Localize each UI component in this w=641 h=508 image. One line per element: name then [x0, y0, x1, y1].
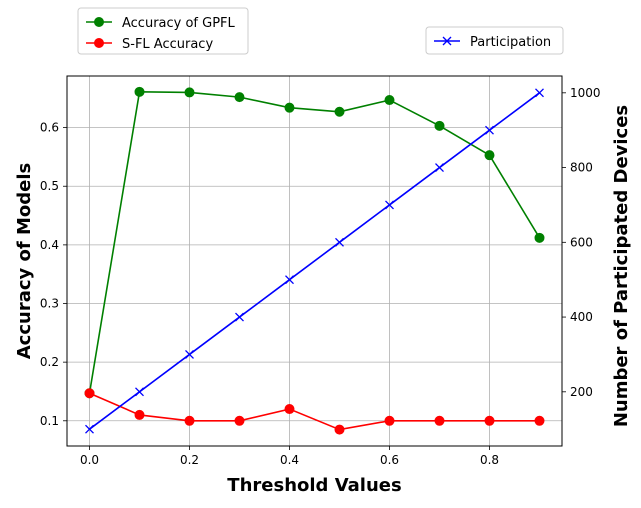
y-left-tick-label: 0.4 [40, 238, 59, 252]
x-marker-stroke [485, 125, 494, 135]
data-point-participation [185, 349, 194, 359]
x-marker-stroke [85, 424, 94, 434]
legend-marker [442, 36, 452, 46]
series-s-fl-accuracy [84, 388, 545, 435]
legend-right: Participation [425, 26, 564, 55]
series-accuracy-of-gpfl [84, 86, 545, 399]
data-point-s-fl-accuracy [334, 424, 345, 435]
y-right-tick-label: 400 [570, 310, 593, 324]
y-right-tick-label: 600 [570, 235, 593, 249]
legend-left: Accuracy of GPFL S-FL Accuracy [77, 7, 249, 55]
data-point-participation [285, 275, 294, 285]
data-point-accuracy-of-gpfl [484, 150, 495, 161]
data-point-s-fl-accuracy [534, 415, 545, 426]
x-axis-title: Threshold Values [227, 475, 401, 496]
x-marker-stroke [442, 36, 452, 46]
data-point-participation [435, 163, 444, 173]
x-tick-label: 0.6 [380, 453, 399, 467]
x-marker-stroke [385, 200, 394, 210]
x-marker-stroke [285, 275, 294, 285]
data-point-accuracy-of-gpfl [384, 95, 395, 106]
legend-item-accuracy-of-gpfl: Accuracy of GPFL [86, 16, 236, 31]
x-tick-label: 0.0 [80, 453, 99, 467]
series-line-s-fl-accuracy [89, 392, 540, 431]
series-participation [85, 88, 544, 434]
legend-label: Accuracy of GPFL [122, 16, 236, 31]
data-point-s-fl-accuracy [234, 415, 245, 426]
y-right-tick-label: 1000 [570, 86, 601, 100]
data-point-participation [235, 312, 244, 322]
data-point-participation [335, 237, 344, 247]
data-point-s-fl-accuracy [184, 415, 195, 426]
data-point-accuracy-of-gpfl [134, 86, 145, 97]
series-line-participation [89, 92, 540, 430]
y-left-tick-label: 0.6 [40, 121, 59, 135]
x-tick-label: 0.4 [280, 453, 299, 467]
y-axis-title-left: Accuracy of Models [14, 163, 35, 360]
data-point-accuracy-of-gpfl [184, 87, 195, 98]
x-marker-stroke [335, 237, 344, 247]
legend-label: Participation [470, 35, 551, 50]
series-layer [84, 86, 545, 435]
y-right-tick-label: 200 [570, 385, 593, 399]
legend-item-participation: Participation [434, 35, 551, 50]
legend-marker [94, 17, 104, 27]
x-marker-stroke [135, 387, 144, 397]
data-point-accuracy-of-gpfl [434, 120, 445, 131]
data-point-s-fl-accuracy [284, 404, 295, 415]
x-marker-stroke [435, 163, 444, 173]
data-point-participation [385, 200, 394, 210]
data-point-s-fl-accuracy [484, 415, 495, 426]
data-point-accuracy-of-gpfl [534, 232, 545, 243]
plot-frame [66, 75, 563, 447]
y-left-tick-label: 0.5 [40, 179, 59, 193]
data-point-s-fl-accuracy [434, 415, 445, 426]
y-left-tick-label: 0.3 [40, 297, 59, 311]
y-right-tick-label: 800 [570, 161, 593, 175]
data-point-accuracy-of-gpfl [284, 102, 295, 113]
x-tick-label: 0.2 [180, 453, 199, 467]
legend-box [77, 7, 249, 55]
data-point-accuracy-of-gpfl [334, 106, 345, 117]
series-line-accuracy-of-gpfl [88, 91, 541, 394]
legend-label: S-FL Accuracy [122, 37, 213, 52]
data-point-accuracy-of-gpfl [234, 92, 245, 103]
y-left-tick-label: 0.1 [40, 414, 59, 428]
legend-box [425, 26, 564, 55]
data-point-participation [135, 387, 144, 397]
x-marker-stroke [535, 88, 544, 98]
data-point-participation [85, 424, 94, 434]
x-marker-stroke [235, 312, 244, 322]
y-left-tick-label: 0.2 [40, 355, 59, 369]
data-point-participation [485, 125, 494, 135]
y-axis-title-right: Number of Participated Devices [611, 105, 632, 427]
data-point-participation [535, 88, 544, 98]
data-point-s-fl-accuracy [384, 415, 395, 426]
x-tick-label: 0.8 [480, 453, 499, 467]
ticks-layer: 0.0 0.2 0.4 0.6 0.8 0.1 0.2 0.3 0.4 0.5 0.6 200 400 6… [40, 86, 601, 467]
grid-layer [67, 76, 562, 446]
legend-marker [94, 38, 104, 48]
x-marker-stroke [185, 349, 194, 359]
legend-item-s-fl-accuracy: S-FL Accuracy [86, 37, 213, 52]
data-point-s-fl-accuracy [84, 388, 95, 399]
data-point-s-fl-accuracy [134, 409, 145, 420]
